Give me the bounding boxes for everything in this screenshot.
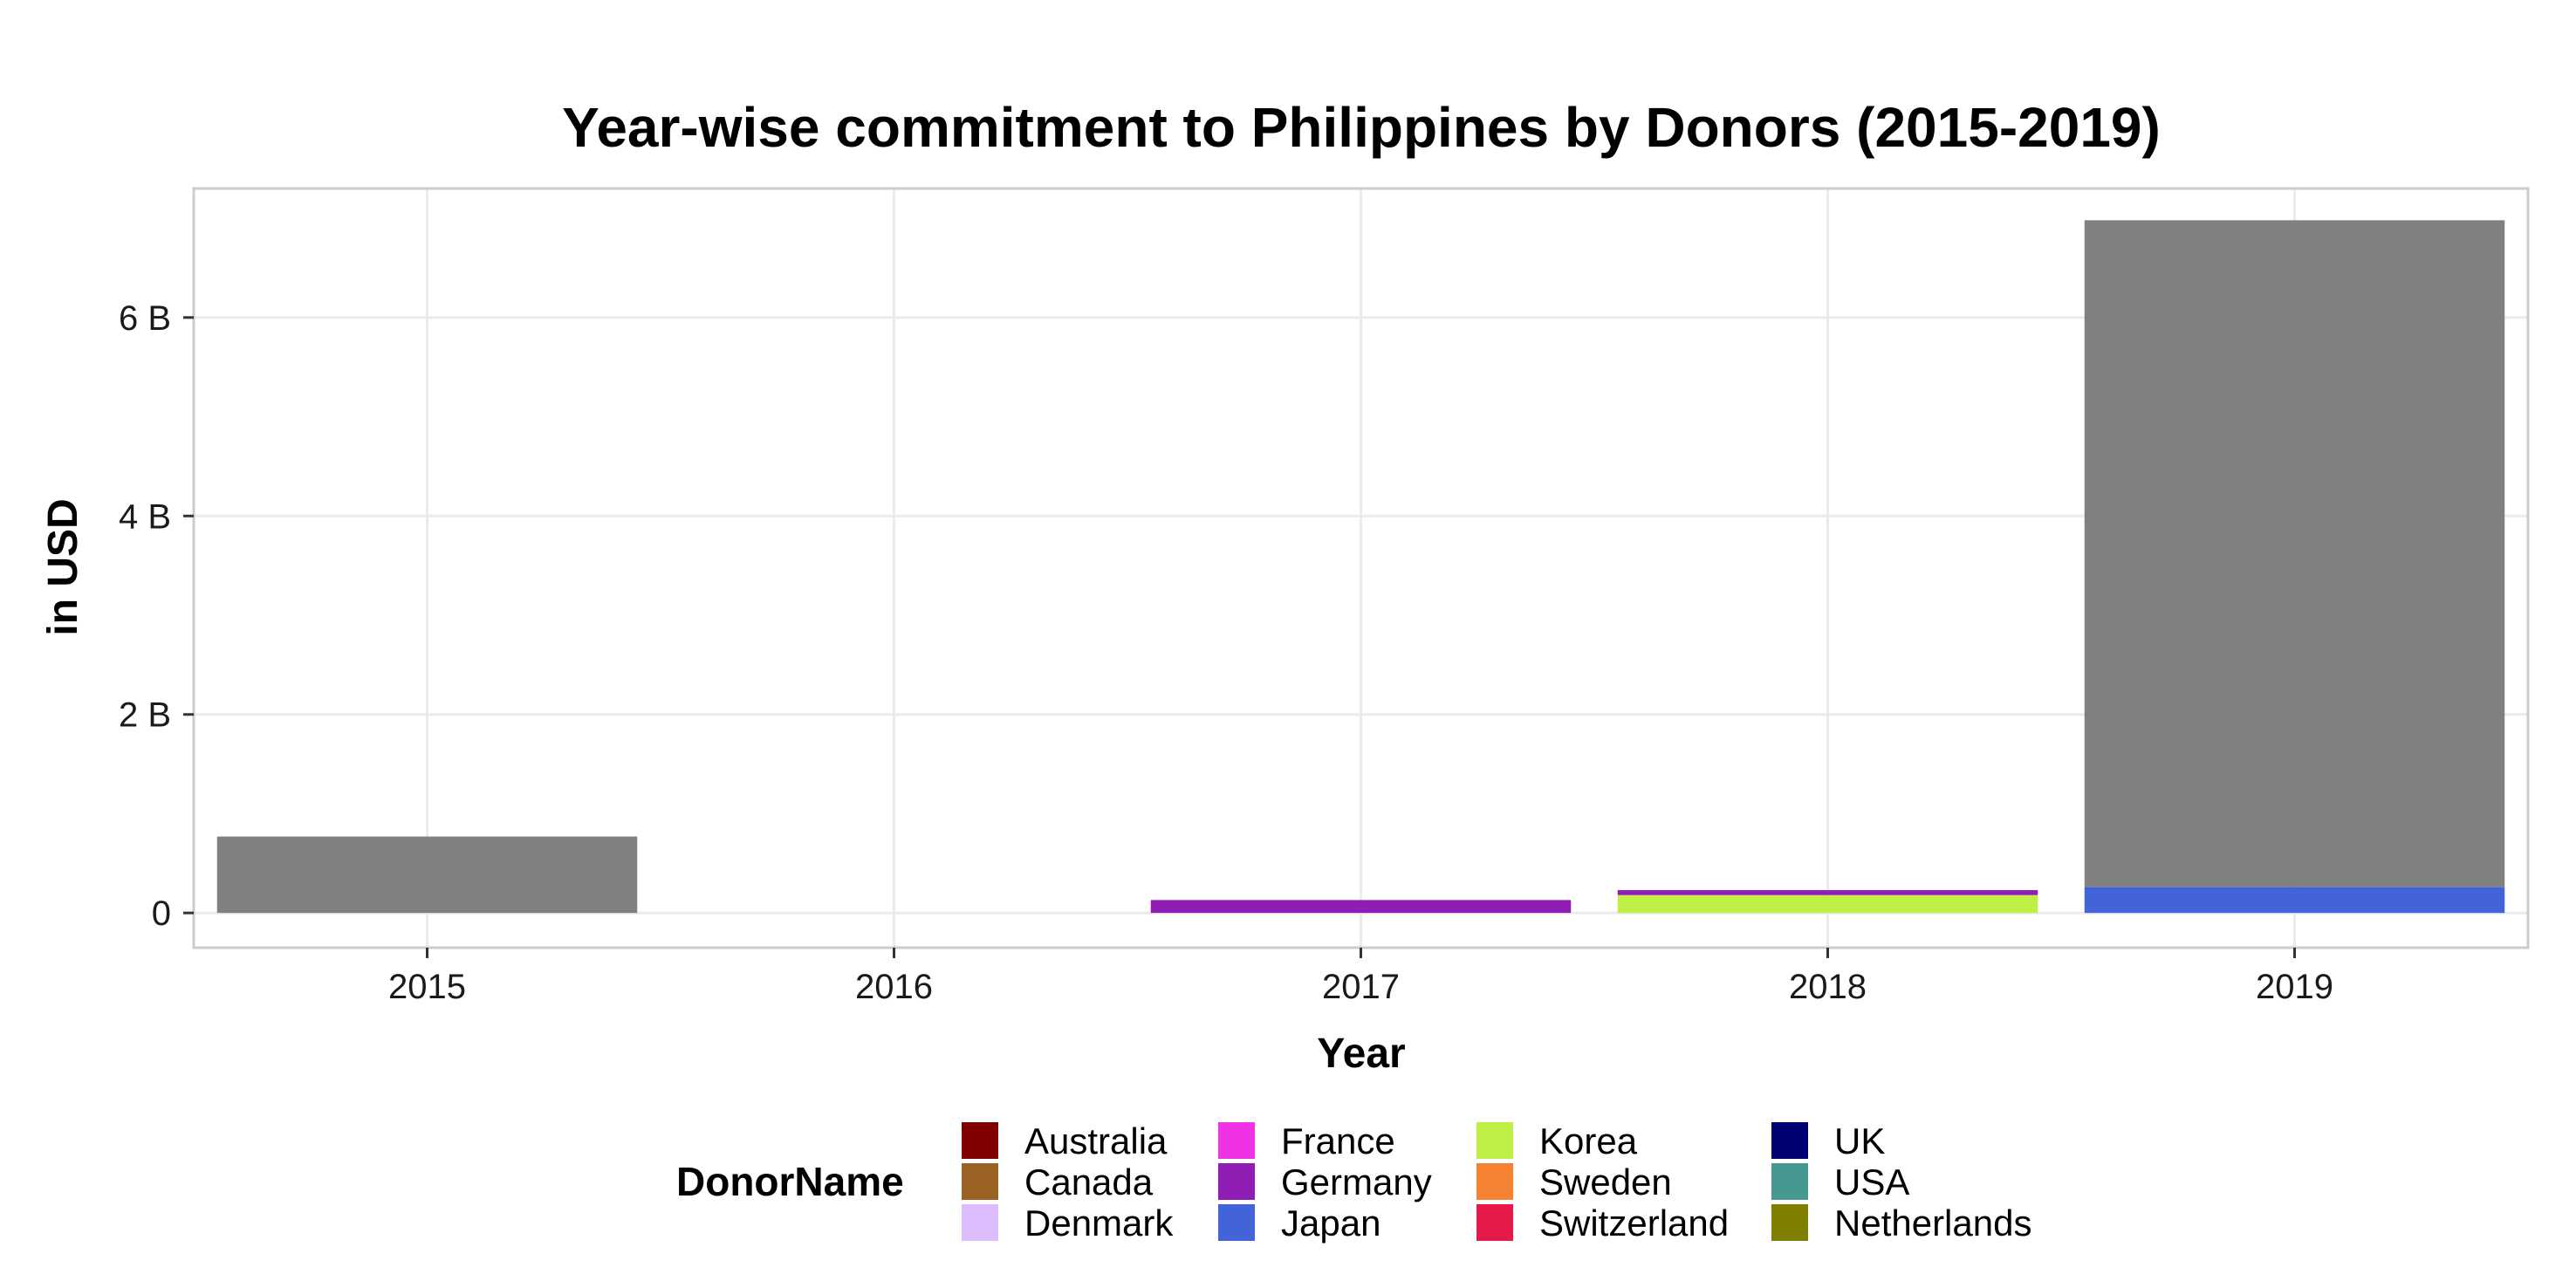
legend-label: Sweden [1539,1161,1672,1202]
legend-label: Switzerland [1539,1202,1729,1243]
legend-swatch [1476,1122,1513,1159]
x-tick-label: 2018 [1789,968,1867,1006]
x-tick-label: 2019 [2256,968,2333,1006]
legend-swatch [1476,1163,1513,1200]
bars-layer [216,220,2505,914]
bar-segment [2084,887,2505,914]
y-tick-label: 2 B [119,696,171,735]
bar-segment [1150,900,1572,914]
y-tick-label: 6 B [119,299,171,338]
x-tick-label: 2016 [855,968,933,1006]
x-tick-label: 2017 [1322,968,1400,1006]
legend-title: DonorName [676,1159,904,1204]
y-tick-label: 4 B [119,497,171,536]
legend-swatch [962,1204,998,1241]
chart-title: Year-wise commitment to Philippines by D… [562,96,2161,159]
legend-label: Canada [1024,1161,1154,1202]
bar-segment [216,836,638,914]
y-tick-label: 0 [152,894,171,933]
legend-swatch [962,1163,998,1200]
legend-label: France [1281,1120,1395,1161]
x-axis-title: Year [1317,1031,1405,1077]
legend-label: UK [1834,1120,1885,1161]
legend-swatch [1771,1163,1808,1200]
axes-layer: 0 2 B 4 B 6 B 2015 2016 2017 2018 2019 [119,187,2530,1006]
x-tick-label: 2015 [388,968,466,1006]
legend-swatch [1771,1122,1808,1159]
legend-swatch [1771,1204,1808,1241]
legend-label: Korea [1539,1120,1638,1161]
legend-swatch [1218,1163,1255,1200]
legend-label: USA [1834,1161,1909,1202]
bar-segment [1617,890,2038,895]
y-axis-title: in USD [40,498,86,635]
legend-label: Denmark [1024,1202,1174,1243]
bar-segment [1617,894,2038,914]
legend-label: Japan [1281,1202,1380,1243]
legend-label: Australia [1024,1120,1168,1161]
legend-swatch [962,1122,998,1159]
legend-swatch [1218,1122,1255,1159]
legend-label: Germany [1281,1161,1432,1202]
bar-segment [2084,220,2505,887]
legend-label: Netherlands [1834,1202,2031,1243]
legend-swatch [1476,1204,1513,1241]
legend-swatch [1218,1204,1255,1241]
